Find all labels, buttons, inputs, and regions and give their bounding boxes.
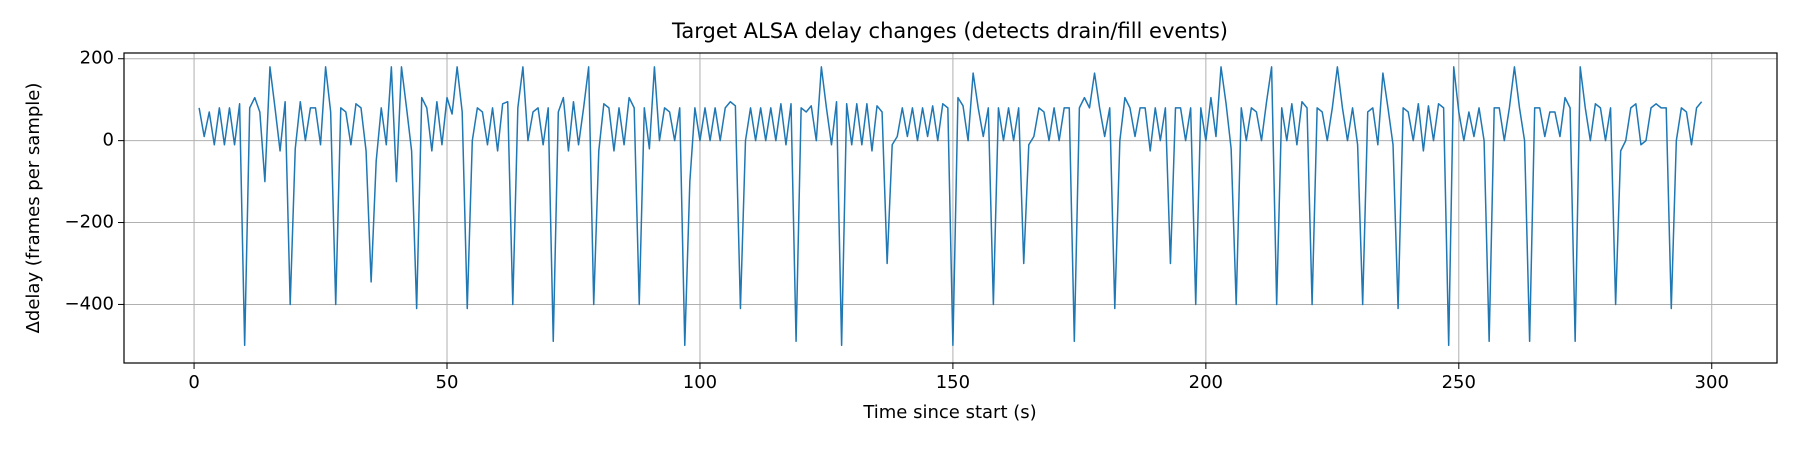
x-tick-label: 150	[936, 372, 970, 393]
x-tick-label: 100	[683, 372, 717, 393]
data-line	[198, 66, 1703, 347]
y-axis-label: Δdelay (frames per sample)	[23, 83, 44, 334]
y-tick-label: 0	[103, 130, 114, 151]
x-axis-label: Time since start (s)	[862, 402, 1036, 423]
y-tick-label: 200	[80, 48, 114, 69]
x-tick-label: 250	[1442, 372, 1476, 393]
plot-frame	[123, 52, 1778, 364]
x-tick-label: 200	[1189, 372, 1223, 393]
x-tick-label: 0	[188, 372, 199, 393]
y-tick-label: −200	[65, 212, 114, 233]
y-tick-label: −400	[65, 293, 114, 314]
x-tick-label: 300	[1695, 372, 1729, 393]
chart-title: Target ALSA delay changes (detects drain…	[671, 19, 1228, 43]
x-tick-label: 50	[436, 372, 459, 393]
